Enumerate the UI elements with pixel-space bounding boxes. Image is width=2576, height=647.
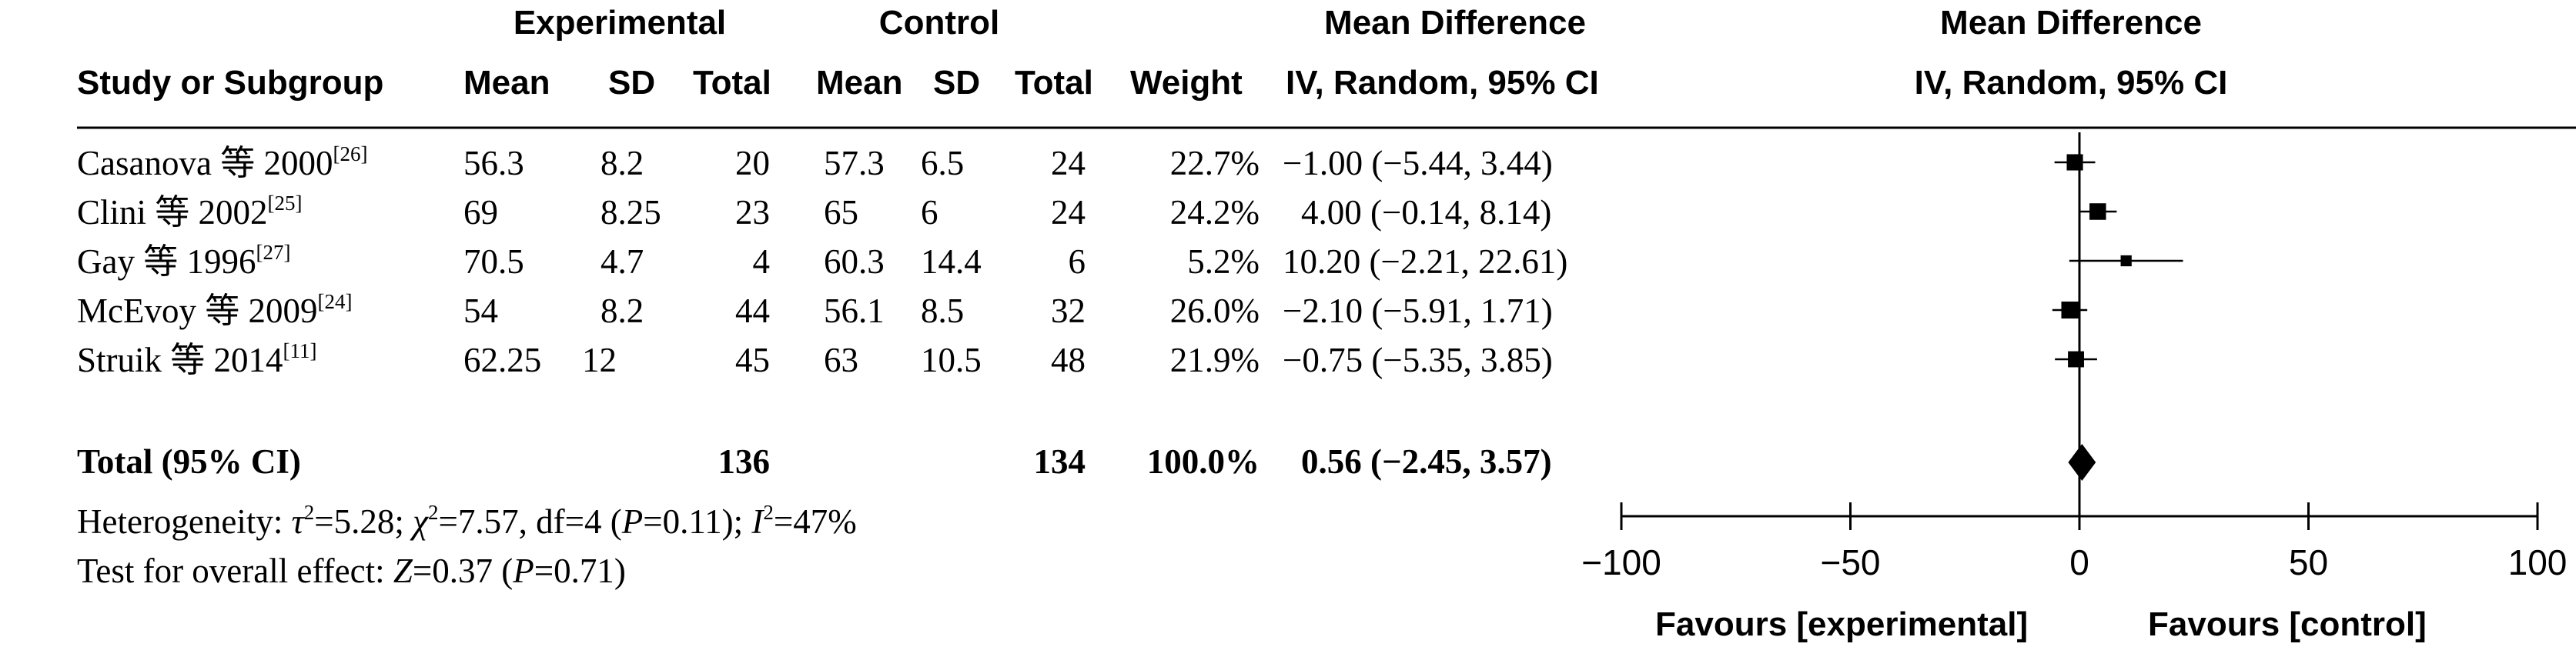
ctl-total: 24 — [1051, 193, 1086, 232]
forest-marks — [2052, 132, 2183, 508]
overall-effect-text: Test for overall effect: Z=0.37 (P=0.71) — [77, 552, 626, 590]
exp-mean: 69 — [463, 193, 498, 232]
study-point-marker — [2068, 351, 2084, 368]
study-ref: [11] — [283, 339, 317, 362]
total-label: Total (95% CI) — [77, 442, 301, 481]
exp-mean: 70.5 — [463, 242, 524, 281]
ctl-sd: 6 — [921, 193, 938, 232]
ctl-total: 48 — [1051, 341, 1086, 379]
exp-sd: 8.25 — [601, 193, 661, 232]
study-point-marker — [2120, 255, 2132, 267]
study-ci-text: −1.00 (−5.44, 3.44) — [1283, 144, 1553, 182]
study-ref: [24] — [317, 290, 353, 313]
ctl-sd: 8.5 — [921, 292, 965, 330]
ctl-mean: 56.1 — [824, 292, 885, 330]
exp-mean: 56.3 — [463, 144, 524, 182]
study-ref: [26] — [333, 142, 368, 165]
exp-mean: 62.25 — [463, 341, 542, 379]
exp-total: 23 — [735, 193, 770, 232]
exp-sd: 8.2 — [601, 144, 644, 182]
total-weight: 100.0% — [1146, 442, 1260, 481]
study-ci-text: −0.75 (−5.35, 3.85) — [1283, 341, 1553, 379]
study-name: McEvoy 等 2009[24] — [77, 290, 353, 330]
col-exp-mean-header: Mean — [463, 64, 550, 102]
x-tick-label: −100 — [1581, 542, 1661, 582]
study-name: Gay 等 1996[27] — [77, 241, 291, 281]
x-axis — [1620, 502, 2539, 530]
plot-subtitle-header: IV, Random, 95% CI — [1914, 64, 2228, 102]
x-tick-label: −50 — [1820, 542, 1881, 582]
favours-experimental-label: Favours [experimental] — [1655, 605, 2029, 643]
ctl-total: 32 — [1051, 292, 1086, 330]
study-name: Clini 等 2002[25] — [77, 192, 303, 232]
study-point-marker — [2089, 203, 2106, 220]
col-exp-sd-header: SD — [608, 64, 656, 102]
study-name: Struik 等 2014[11] — [77, 339, 317, 379]
col-study-header: Study or Subgroup — [77, 64, 384, 102]
study-point-marker — [2061, 302, 2079, 318]
exp-total: 20 — [735, 144, 770, 182]
ctl-total: 6 — [1068, 242, 1086, 281]
col-ctl-sd-header: SD — [933, 64, 981, 102]
ctl-mean: 60.3 — [824, 242, 885, 281]
col-effect-header: IV, Random, 95% CI — [1286, 64, 1599, 102]
study-point-marker — [2066, 154, 2083, 171]
pooled-diamond — [2068, 444, 2096, 481]
plot-title-header: Mean Difference — [1940, 4, 2202, 42]
study-name: Casanova 等 2000[26] — [77, 142, 368, 182]
study-ref: [27] — [256, 241, 291, 264]
heterogeneity-text: Heterogeneity: τ2=5.28; χ2=7.57, df=4 (P… — [77, 501, 857, 541]
study-weight: 26.0% — [1169, 292, 1260, 330]
exp-sd: 8.2 — [601, 292, 644, 330]
favours-control-label: Favours [control] — [2148, 605, 2427, 643]
col-ctl-mean-header: Mean — [816, 64, 903, 102]
effect-title-header: Mean Difference — [1324, 4, 1586, 42]
exp-sd: 12 — [582, 341, 617, 379]
ctl-mean: 63 — [824, 341, 858, 379]
total-exp-total: 136 — [718, 442, 771, 481]
experimental-group-header: Experimental — [513, 4, 727, 42]
total-ci-text: 0.56 (−2.45, 3.57) — [1301, 442, 1552, 481]
ctl-sd: 6.5 — [921, 144, 965, 182]
ctl-sd: 14.4 — [921, 242, 982, 281]
study-weight: 22.7% — [1169, 144, 1260, 182]
ctl-mean: 65 — [824, 193, 858, 232]
study-weight: 5.2% — [1187, 242, 1260, 281]
col-ctl-total-header: Total — [1015, 64, 1093, 102]
control-group-header: Control — [878, 4, 1000, 42]
study-ref: [25] — [267, 192, 303, 215]
col-weight-header: Weight — [1130, 64, 1243, 102]
exp-total: 44 — [735, 292, 770, 330]
study-weight: 21.9% — [1169, 341, 1260, 379]
exp-sd: 4.7 — [601, 242, 644, 281]
x-tick-label: 100 — [2507, 542, 2568, 582]
ctl-sd: 10.5 — [921, 341, 982, 379]
study-ci-text: −2.10 (−5.91, 1.71) — [1283, 292, 1553, 330]
col-exp-total-header: Total — [693, 64, 771, 102]
study-ci-text: 10.20 (−2.21, 22.61) — [1283, 242, 1568, 281]
ctl-total: 24 — [1051, 144, 1086, 182]
exp-total: 4 — [752, 242, 771, 281]
study-weight: 24.2% — [1169, 193, 1260, 232]
total-ctl-total: 134 — [1033, 442, 1086, 481]
x-tick-label: 0 — [2069, 542, 2089, 582]
exp-total: 45 — [735, 341, 770, 379]
x-tick-label: 50 — [2288, 542, 2329, 582]
study-ci-text: 4.00 (−0.14, 8.14) — [1301, 193, 1552, 232]
ctl-mean: 57.3 — [824, 144, 885, 182]
exp-mean: 54 — [463, 292, 498, 330]
